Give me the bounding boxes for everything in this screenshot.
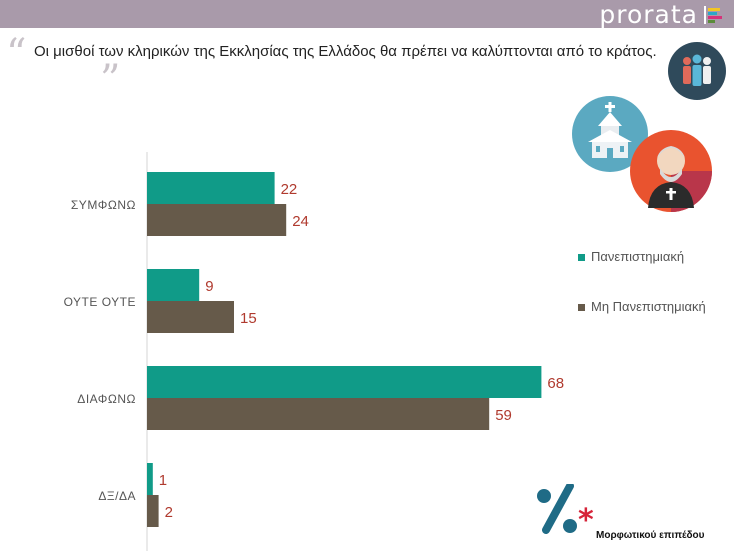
category-label: ΔΞ/ΔΑ — [98, 489, 136, 503]
data-label: 24 — [292, 213, 309, 230]
legend-swatch-series-1 — [578, 254, 585, 262]
survey-question: Οι μισθοί των κληρικών της Εκκλησίας της… — [34, 43, 657, 60]
data-label: 2 — [165, 504, 173, 521]
bar-non-university — [147, 495, 159, 527]
legend-label-series-1: Πανεπιστημιακή — [591, 249, 685, 264]
footer-note: Μορφωτικού επιπέδου — [596, 530, 705, 541]
church-icon — [572, 96, 648, 172]
category-label: ΟΥΤΕ ΟΥΤΕ — [64, 295, 136, 309]
bar-university — [147, 269, 200, 301]
data-label: 1 — [159, 472, 167, 489]
data-label: 59 — [495, 407, 512, 424]
legend-swatch-series-2 — [578, 304, 585, 312]
header-bar — [0, 0, 734, 28]
bar-university — [147, 463, 153, 495]
close-quote-icon: ” — [100, 57, 121, 103]
data-label: 9 — [205, 278, 213, 295]
open-quote-icon: “ — [6, 31, 27, 77]
percent-icon: * — [537, 484, 594, 538]
brand-mark-icon — [704, 6, 722, 24]
bar-non-university — [147, 204, 287, 236]
data-label: 15 — [240, 310, 257, 327]
bar-university — [147, 366, 542, 398]
people-group-icon — [668, 42, 726, 100]
bar-non-university — [147, 301, 234, 333]
bar-university — [147, 172, 275, 204]
category-label: ΣΥΜΦΩΝΩ — [71, 198, 136, 212]
legend-item-series-1: Πανεπιστημιακή — [578, 249, 684, 264]
category-label: ΔΙΑΦΩΝΩ — [77, 392, 136, 406]
legend-item-series-2: Μη Πανεπιστημιακή — [578, 299, 706, 314]
brand-logo: prorata — [599, 0, 698, 29]
data-label: 22 — [281, 181, 298, 198]
data-label: 68 — [547, 375, 564, 392]
svg-text:*: * — [578, 503, 594, 538]
priest-icon — [630, 130, 712, 212]
bar-non-university — [147, 398, 490, 430]
legend-label-series-2: Μη Πανεπιστημιακή — [591, 299, 706, 314]
